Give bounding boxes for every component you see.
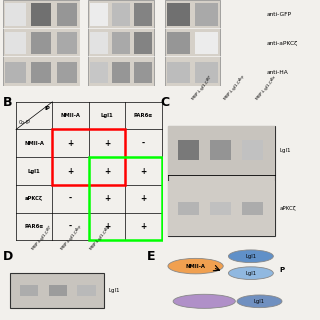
Text: MBP-Lgl1-C$^{WT}$: MBP-Lgl1-C$^{WT}$	[189, 73, 217, 104]
Text: Lgl1: Lgl1	[28, 169, 41, 173]
Text: anti-HA: anti-HA	[267, 70, 288, 75]
Text: MBP-Lgl1-C$^{Ala}$: MBP-Lgl1-C$^{Ala}$	[253, 73, 281, 104]
Bar	[165, 0, 220, 86]
Text: +: +	[140, 222, 147, 231]
Bar	[134, 32, 152, 54]
Text: C: C	[160, 96, 169, 109]
Ellipse shape	[173, 294, 235, 308]
Bar	[49, 285, 67, 296]
Text: PAR6α: PAR6α	[134, 113, 153, 118]
Bar	[31, 62, 52, 83]
Text: -: -	[69, 194, 72, 203]
Text: +: +	[104, 222, 110, 231]
Bar	[134, 4, 152, 26]
Bar	[5, 4, 26, 26]
Bar	[31, 4, 52, 26]
Bar	[90, 62, 108, 83]
Text: +: +	[104, 194, 110, 203]
Bar	[243, 140, 263, 160]
Bar	[5, 62, 26, 83]
Text: MBP-Lgl1-C$^{Ala}$: MBP-Lgl1-C$^{Ala}$	[87, 224, 115, 254]
Ellipse shape	[237, 295, 282, 308]
Bar	[167, 62, 190, 83]
Bar	[134, 62, 152, 83]
Text: Lgl1: Lgl1	[254, 299, 265, 304]
Text: Co-IP: Co-IP	[19, 120, 31, 125]
Text: Lgl1: Lgl1	[245, 271, 256, 276]
Bar	[89, 157, 162, 240]
Ellipse shape	[168, 258, 223, 274]
Text: NMII-A: NMII-A	[186, 264, 205, 268]
Text: anti-aPKCζ: anti-aPKCζ	[267, 41, 298, 46]
Text: -: -	[69, 222, 72, 231]
Bar	[112, 4, 130, 26]
Text: +: +	[104, 166, 110, 175]
Bar	[168, 126, 275, 175]
Text: aPKCζ: aPKCζ	[25, 196, 43, 201]
Bar	[57, 4, 77, 26]
Bar	[88, 0, 154, 86]
Text: IP: IP	[44, 106, 50, 111]
Text: +: +	[140, 166, 147, 175]
Text: +: +	[140, 194, 147, 203]
Text: MBP-Lgl1-C$^{Asp}$: MBP-Lgl1-C$^{Asp}$	[221, 73, 250, 104]
Bar	[5, 32, 26, 54]
Bar	[168, 126, 275, 236]
Text: Lgl1: Lgl1	[100, 113, 113, 118]
Bar	[57, 62, 77, 83]
Text: +: +	[68, 166, 74, 175]
Bar	[77, 285, 96, 296]
Bar	[211, 202, 231, 215]
Bar	[211, 140, 231, 160]
Text: -: -	[142, 139, 145, 148]
Bar	[167, 32, 190, 54]
Bar	[179, 140, 199, 160]
Ellipse shape	[228, 250, 273, 263]
Text: +: +	[68, 139, 74, 148]
Bar	[20, 285, 38, 296]
Bar	[243, 202, 263, 215]
Bar	[112, 62, 130, 83]
Bar	[195, 32, 218, 54]
Bar	[168, 181, 275, 236]
Bar	[179, 202, 199, 215]
Bar	[167, 4, 190, 26]
Bar	[11, 273, 104, 308]
Text: aPKCζ: aPKCζ	[280, 206, 297, 211]
Bar	[52, 130, 125, 185]
Text: NMII-A: NMII-A	[24, 141, 44, 146]
Bar	[31, 32, 52, 54]
Text: MBP-Lgl1-C$^{WT}$: MBP-Lgl1-C$^{WT}$	[29, 223, 58, 254]
Bar	[90, 4, 108, 26]
Text: Lgl1: Lgl1	[108, 288, 120, 293]
Text: Lgl1: Lgl1	[245, 254, 256, 259]
Bar	[112, 32, 130, 54]
Bar	[3, 0, 80, 86]
Bar	[195, 62, 218, 83]
Text: PAR6α: PAR6α	[25, 224, 44, 229]
Text: P: P	[279, 267, 284, 273]
Text: NMII-A: NMII-A	[60, 113, 81, 118]
Bar	[195, 4, 218, 26]
Text: anti-GFP: anti-GFP	[267, 12, 292, 17]
Ellipse shape	[228, 267, 273, 279]
Text: Lgl1: Lgl1	[280, 148, 292, 153]
Text: MBP-Lgl1-C$^{Asp}$: MBP-Lgl1-C$^{Asp}$	[58, 223, 87, 254]
Bar	[57, 32, 77, 54]
Text: D: D	[3, 250, 13, 263]
Text: B: B	[3, 96, 13, 109]
Bar	[90, 32, 108, 54]
Text: +: +	[104, 139, 110, 148]
Text: E: E	[147, 250, 156, 263]
